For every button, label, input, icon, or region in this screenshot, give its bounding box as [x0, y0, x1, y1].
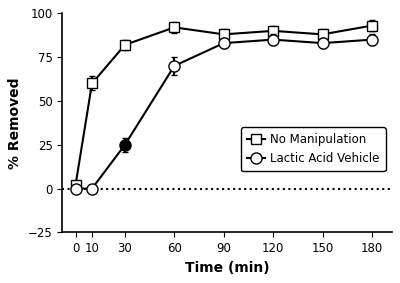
X-axis label: Time (min): Time (min) [185, 261, 269, 275]
Legend: No Manipulation, Lactic Acid Vehicle: No Manipulation, Lactic Acid Vehicle [241, 127, 386, 171]
Y-axis label: % Removed: % Removed [8, 77, 22, 169]
